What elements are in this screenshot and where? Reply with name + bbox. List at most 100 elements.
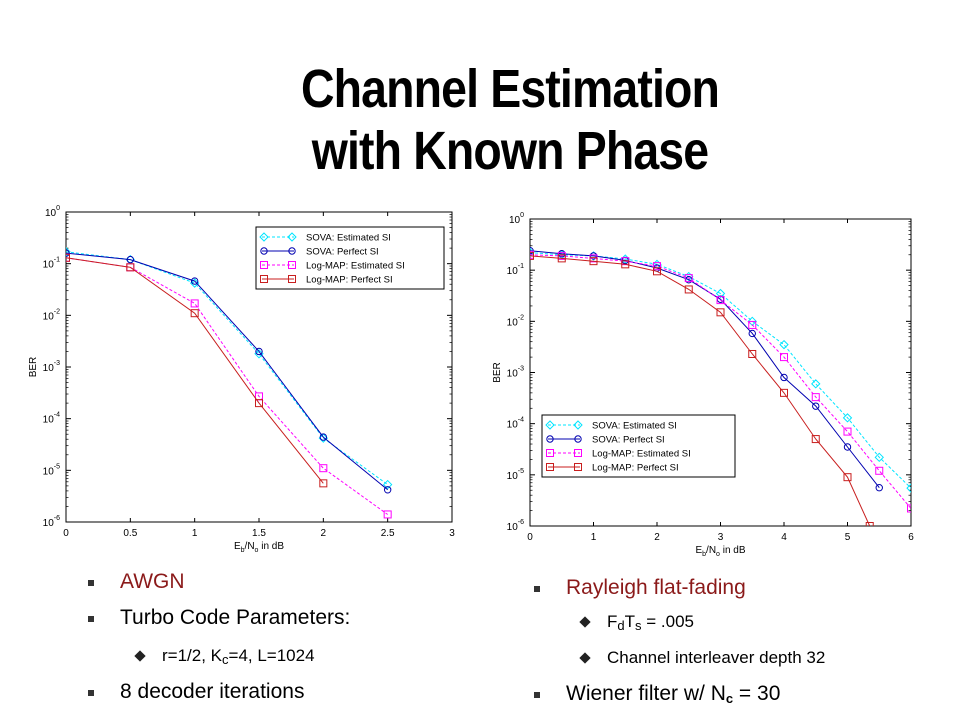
data-point [716,308,725,317]
bullet-rayleigh: Rayleigh flat-fading [534,576,746,600]
awgn-ber-plot: 0 0.5 1 1.5 2 2.5 3 10-6 10-5 10-4 10-3 10-2 10-1 100… [0,195,470,570]
x-axis-label: Eb/No in dB [695,545,745,558]
data-point [748,329,756,338]
data-point [875,484,883,492]
title-line-2: with Known Phase [311,121,709,181]
data-point [715,288,726,299]
data-point [812,402,820,410]
bullet-text-post: = 30 [733,682,781,705]
data-point [842,413,853,423]
legend-marker [287,232,297,242]
legend-marker [574,463,582,471]
data-point [318,433,329,443]
bullet-text-pre: r=1/2, K [162,646,223,665]
y-tick-label: 10-4 [43,412,60,426]
series-line [530,254,911,509]
legend-entry: Log-MAP: Estimated SI [592,449,691,460]
legend: SOVA: Estimated SI SOVA: Perfect SI Log-MA… [255,226,445,290]
data-point [907,504,911,513]
series-line [530,255,871,526]
x-tick-label: 4 [781,532,787,543]
sub-bullet-interleaver: Channel interleaver depth 32 [579,648,825,668]
bullet-text-pre: Wiener filter w/ N [566,682,726,705]
diamond-bullet-icon [579,652,591,664]
legend-marker [260,275,268,283]
series-group [530,247,911,526]
data-point [748,349,757,358]
data-point [653,267,661,276]
legend-marker [260,261,268,269]
x-tick-label: 1.5 [252,528,266,539]
legend-marker [546,435,554,443]
square-bullet-icon [88,580,94,586]
ts-symbol: T [624,612,636,631]
bullet-text-post: =4, L=1024 [228,646,315,665]
data-point [319,464,328,473]
legend-marker [546,449,554,457]
data-point [530,251,534,260]
legend-entry: SOVA: Perfect SI [306,247,379,258]
data-point [319,433,328,441]
fd-subscript: d [617,618,625,633]
square-bullet-icon [534,586,540,592]
sub-bullet-rate: r=1/2, Kc=4, L=1024 [134,646,315,667]
data-point [780,388,788,397]
data-point [530,247,534,255]
data-point [383,486,392,494]
x-tick-label: 3 [449,528,455,539]
x-tick-label: 2.5 [381,528,395,539]
y-tick-label: 10-5 [43,463,60,477]
data-point [684,271,694,282]
y-axis-label: BER [28,357,39,378]
bullet-iterations: 8 decoder iterations [88,680,305,704]
data-point [865,522,874,526]
ber-chart-svg: 0 1 2 3 4 5 6 10-6 10-5 10-4 10-3 10-2 10-1 100 Eb/No … [492,212,914,558]
data-point [621,260,630,269]
data-point [126,255,135,264]
series-group [66,247,393,519]
legend-marker [574,435,582,443]
series-line [66,251,388,486]
data-point [382,479,393,490]
legend-marker [260,247,268,255]
legend-marker [288,261,296,269]
slide-title: Channel Estimation with Known Phase [218,58,803,182]
y-tick-label: 100 [509,212,524,226]
legend-marker [288,275,296,283]
data-point [255,347,263,356]
series-line [530,252,911,489]
plot-area [529,218,912,527]
data-point [780,373,788,382]
bullet-awgn: AWGN [88,570,185,594]
y-tick-label: 10-6 [43,515,60,529]
bullet-text: 8 decoder iterations [120,680,305,703]
data-point [190,299,199,308]
data-point [843,427,852,436]
x-tick-label: 0 [527,532,533,543]
bullet-text: Turbo Code Parameters: [120,606,351,629]
data-point [811,379,821,389]
legend-entry: SOVA: Perfect SI [592,435,665,446]
data-point [557,254,566,263]
legend-entry: SOVA: Estimated SI [592,421,677,432]
legend-entry: Log-MAP: Perfect SI [592,463,679,474]
data-point [811,393,820,402]
ber-chart-svg: 0 0.5 1 1.5 2 2.5 3 10-6 10-5 10-4 10-3 10-2 10-1 100… [28,205,455,554]
data-point [66,253,70,262]
fdts-value: = .005 [641,612,694,631]
data-point [875,466,884,475]
ts-subscript: s [635,618,642,633]
data-point [684,285,693,294]
diamond-bullet-icon [134,650,146,662]
data-point [66,247,71,257]
fd-symbol: F [607,612,618,631]
data-point [126,263,135,272]
series-line [66,257,324,484]
x-tick-label: 3 [718,532,724,543]
title-line-1: Channel Estimation [300,59,720,119]
bullet-text-sub: c [222,652,229,667]
diamond-bullet-icon [579,616,591,628]
legend-marker [259,232,269,242]
data-point [906,483,911,493]
legend-marker [288,247,296,255]
